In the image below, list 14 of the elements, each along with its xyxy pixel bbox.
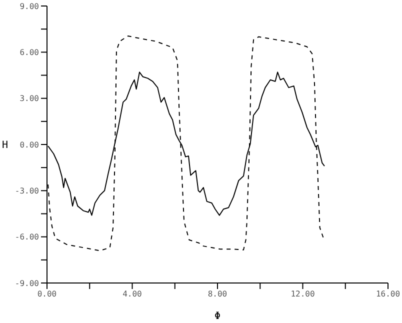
y-tick-label: 6.00: [20, 48, 40, 58]
y-tick-label: -3.00: [14, 186, 40, 196]
y-axis-title: H: [2, 140, 8, 152]
y-tick-label: 9.00: [20, 2, 40, 11]
x-tick-label: 4.00: [122, 290, 142, 299]
x-tick-label: 8.00: [208, 290, 228, 299]
y-tick-label: -6.00: [14, 232, 40, 242]
x-tick-label: 12.00: [290, 290, 315, 299]
x-tick-label: 0.00: [37, 290, 57, 299]
x-tick-label: 16.00: [376, 290, 400, 299]
y-tick-label: 3.00: [20, 94, 40, 104]
x-axis-title: Φ: [214, 311, 221, 322]
y-tick-label: -9.00: [14, 278, 40, 288]
y-tick-label: 0.00: [20, 140, 40, 150]
